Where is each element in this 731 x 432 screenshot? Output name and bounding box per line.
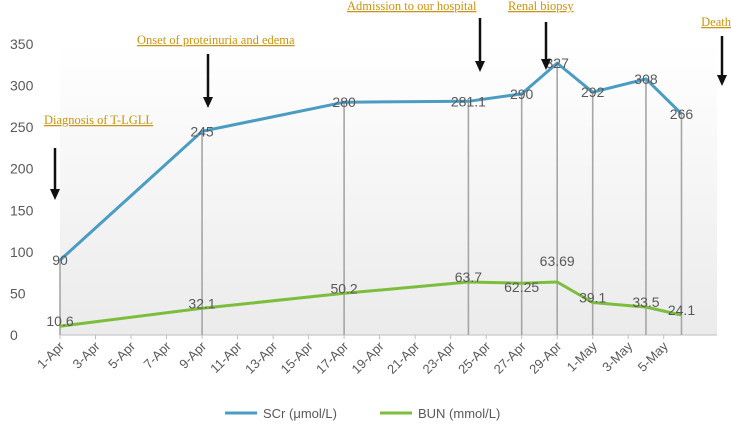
legend-label: BUN (mmol/L) (418, 406, 500, 421)
x-tick-label: 1-Apr (34, 338, 68, 372)
annotation-arrow-head (541, 59, 551, 70)
x-tick-group: 25-Apr (455, 338, 494, 377)
bun-data-label: 62.25 (504, 279, 539, 295)
scr-data-label: 245 (190, 123, 214, 139)
x-tick-label: 17-Apr (313, 338, 352, 377)
annotation-arrow-head (203, 97, 213, 108)
annotation-onset: Onset of proteinuria and edema (137, 33, 295, 47)
x-axis: 1-Apr 3-Apr 5-Apr 7-Apr 9-Apr11-Apr13-Apr15-… (34, 335, 671, 377)
scr-data-label: 290 (510, 86, 534, 102)
legend-label: SCr (μmol/L) (263, 406, 337, 421)
x-tick-label: 15-Apr (278, 338, 317, 377)
x-tick-label: 1-May (564, 338, 600, 374)
annotation-arrow-head (475, 61, 485, 72)
scr-data-label: 281.1 (451, 93, 486, 109)
series-lines (58, 61, 683, 328)
scr-data-label: 308 (634, 71, 658, 87)
annotation-biopsy: Renal biopsy (508, 0, 574, 13)
x-tick-label: 9-Apr (176, 338, 210, 372)
annotation-death: Death (701, 15, 731, 29)
scr-data-label: 327 (546, 55, 570, 71)
x-tick-group: 15-Apr (278, 338, 317, 377)
bun-data-label: 32.1 (188, 295, 215, 311)
data-labels: 90 245 280 281.1 290 327 292 308 266 10.6 32.1 50.2… (46, 55, 695, 329)
y-tick-label: 150 (10, 202, 34, 218)
x-tick-group: 7-Apr (141, 338, 175, 372)
scr-data-label: 266 (670, 106, 694, 122)
y-tick-label: 300 (10, 78, 34, 94)
x-tick-label: 5-Apr (105, 338, 139, 372)
bun-data-label: 10.6 (46, 313, 73, 329)
x-tick-group: 9-Apr (176, 338, 210, 372)
x-tick-label: 5-May (635, 338, 671, 374)
x-tick-label: 13-Apr (242, 338, 281, 377)
x-tick-group: 17-Apr (313, 338, 352, 377)
x-tick-group: 3-Apr (70, 338, 104, 372)
x-tick-label: 19-Apr (349, 338, 388, 377)
scr-data-label: 280 (332, 94, 356, 110)
bun-data-label: 39.1 (579, 289, 606, 305)
x-tick-label: 11-Apr (207, 338, 245, 376)
x-tick-label: 27-Apr (491, 338, 530, 377)
annotation-arrow-head (50, 189, 60, 200)
x-tick-label: 23-Apr (420, 338, 459, 377)
scr-data-label: 292 (581, 84, 605, 100)
plot-background (60, 44, 717, 335)
y-tick-label: 0 (10, 327, 18, 343)
bun-data-label: 63.69 (540, 253, 575, 269)
x-tick-group: 1-Apr (34, 338, 68, 372)
x-tick-group: 29-Apr (526, 338, 565, 377)
annotations: Diagnosis of T-LGLL Onset of proteinuria … (44, 0, 731, 200)
x-tick-label: 3-Apr (70, 338, 104, 372)
x-tick-group: 11-Apr (207, 338, 245, 376)
y-tick-label: 200 (10, 161, 34, 177)
scr-data-label: 90 (52, 252, 68, 268)
annotation-admission: Admission to our hospital (347, 0, 477, 13)
bun-data-label: 63.7 (455, 269, 482, 285)
x-tick-group: 23-Apr (420, 338, 459, 377)
legend: SCr (μmol/L) BUN (mmol/L) (225, 406, 500, 421)
bun-line (59, 280, 682, 328)
plot-area (60, 44, 717, 336)
x-tick-group: 13-Apr (242, 338, 281, 377)
annotation-arrow-head (717, 75, 727, 86)
annotation-diagnosis: Diagnosis of T-LGLL (44, 113, 153, 127)
x-tick-group: 5-May (635, 338, 671, 374)
x-tick-label: 7-Apr (141, 338, 175, 372)
bun-data-label: 50.2 (330, 280, 357, 296)
x-tick-label: 29-Apr (526, 338, 565, 377)
bun-data-label: 33.5 (632, 294, 659, 310)
x-tick-group: 19-Apr (349, 338, 388, 377)
x-tick-group: 1-May (564, 338, 600, 374)
y-axis: 0 50 100 150 200 250 300 350 (10, 36, 34, 343)
x-tick-label: 25-Apr (455, 338, 494, 377)
x-tick-group: 3-May (599, 338, 635, 374)
scr-line (58, 61, 683, 262)
y-tick-label: 250 (10, 119, 34, 135)
bun-data-label: 24.1 (668, 302, 695, 318)
x-tick-label: 21-Apr (384, 338, 423, 377)
y-tick-label: 50 (10, 285, 26, 301)
drop-lines (59, 63, 683, 335)
x-tick-group: 21-Apr (384, 338, 423, 377)
x-tick-group: 27-Apr (491, 338, 530, 377)
y-tick-label: 100 (10, 244, 34, 260)
x-tick-group: 5-Apr (105, 338, 139, 372)
x-tick-label: 3-May (599, 338, 635, 374)
y-tick-label: 350 (10, 36, 34, 52)
